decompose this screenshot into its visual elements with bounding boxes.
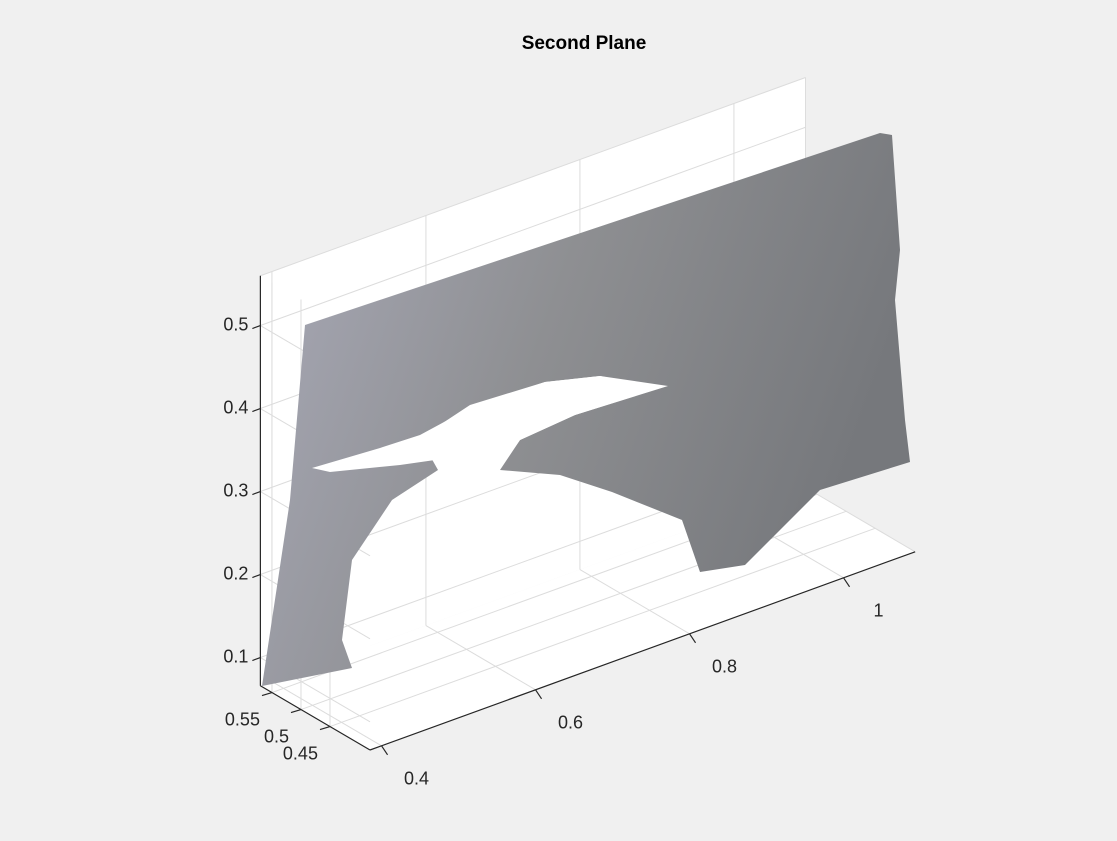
grid-line xyxy=(260,126,806,326)
z-tick-label: 0.5 xyxy=(223,314,248,334)
x-tick xyxy=(843,577,851,588)
x-axis xyxy=(369,551,916,751)
grid-line xyxy=(271,681,382,747)
z-tick xyxy=(252,656,261,662)
y-tick xyxy=(319,725,331,731)
y-tick-label: 0.5 xyxy=(264,726,289,746)
grid-line xyxy=(425,625,536,691)
box-edge xyxy=(260,77,806,277)
x-tick-label: 0.6 xyxy=(558,713,583,733)
z-tick-label: 0.1 xyxy=(223,646,248,666)
z-tick-label: 0.2 xyxy=(223,563,248,583)
point-cloud-gap xyxy=(312,376,668,472)
axes: 0.40.60.810.450.50.550.10.20.30.40.5 xyxy=(223,275,916,789)
y-axis xyxy=(260,685,371,751)
x-tick xyxy=(381,745,389,756)
z-tick-label: 0.3 xyxy=(223,480,248,500)
z-tick xyxy=(252,407,261,413)
grid-line xyxy=(579,569,690,635)
z-tick xyxy=(252,490,261,496)
x-tick xyxy=(535,689,543,700)
z-tick-label: 0.4 xyxy=(223,397,248,417)
y-tick xyxy=(290,708,302,714)
y-tick xyxy=(261,691,273,697)
x-tick-label: 1 xyxy=(874,601,884,621)
y-tick-label: 0.55 xyxy=(225,709,260,729)
chart-title: Second Plane xyxy=(522,33,647,54)
y-tick-label: 0.45 xyxy=(283,743,318,763)
x-tick xyxy=(689,633,697,644)
x-tick-label: 0.4 xyxy=(404,769,429,789)
grid-line xyxy=(329,527,876,728)
point-cloud-surface xyxy=(262,133,910,686)
z-tick xyxy=(252,573,261,579)
point-cloud xyxy=(262,133,910,686)
z-tick xyxy=(252,324,261,330)
x-tick-label: 0.8 xyxy=(712,657,737,677)
box-edge xyxy=(805,487,916,553)
